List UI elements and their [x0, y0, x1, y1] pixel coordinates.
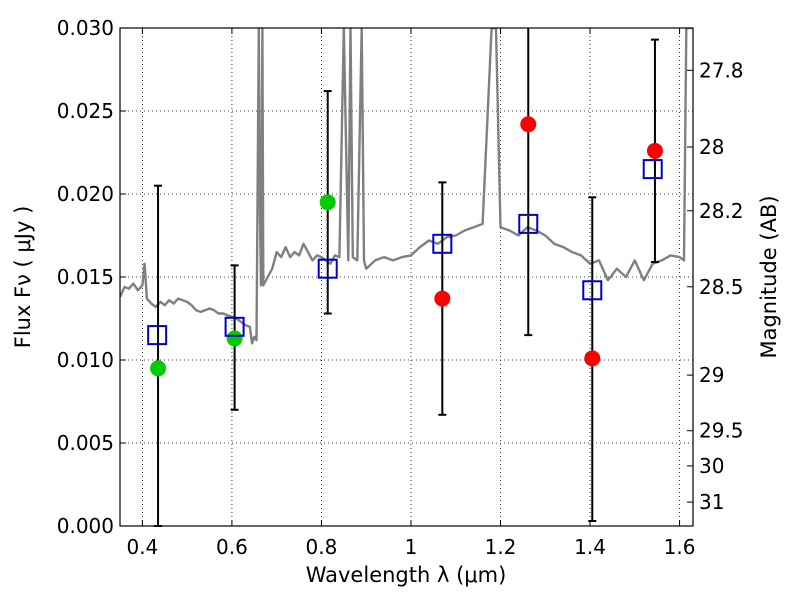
- ticks: [120, 27, 693, 527]
- y-axis-label: Flux Fν ( μJy ): [11, 206, 35, 349]
- y-tick-label: 0.005: [57, 431, 114, 455]
- tick-labels: 0.4 0.6 0.8 1 1.2 1.4 1.6 0.000 0.005 0.010 0.015 0…: [57, 16, 744, 559]
- observed-point-green: [226, 330, 243, 347]
- y-tick-label: 0.030: [57, 16, 114, 40]
- right-axis-tick-label: 29: [699, 363, 724, 387]
- x-tick-label: 1: [405, 535, 418, 559]
- observed-point-green: [319, 194, 336, 211]
- observed-point-red: [434, 290, 451, 307]
- x-axis-label: Wavelength λ (μm): [306, 563, 507, 587]
- model-band-square: [317, 258, 338, 279]
- model-band-square: [582, 280, 603, 301]
- y-tick-label: 0.010: [57, 348, 114, 372]
- model-band-square: [147, 325, 168, 346]
- right-axis-tick-label: 28.5: [699, 275, 744, 299]
- right-axis-tick-label: 27.8: [699, 58, 744, 82]
- x-tick-label: 1.2: [485, 535, 517, 559]
- model-band-square: [224, 316, 245, 337]
- right-axis-tick-label: 30: [699, 454, 724, 478]
- x-tick-label: 0.8: [306, 535, 338, 559]
- x-tick-label: 0.6: [216, 535, 248, 559]
- right-axis-tick-label: 31: [699, 490, 724, 514]
- y-tick-label: 0.020: [57, 182, 114, 206]
- model-band-square: [432, 233, 453, 254]
- right-axis-tick-label: 28: [699, 135, 724, 159]
- right-axis-tick-label: 28.2: [699, 199, 744, 223]
- model-band-square: [518, 213, 539, 234]
- observed-point-green: [150, 360, 167, 377]
- right-axis-tick-label: 29.5: [699, 419, 744, 443]
- x-tick-label: 0.4: [126, 535, 158, 559]
- observed-point-red: [584, 350, 601, 367]
- y-tick-label: 0.025: [57, 99, 114, 123]
- x-tick-label: 1.6: [664, 535, 696, 559]
- observed-point-red: [520, 116, 537, 133]
- data-markers: [147, 116, 663, 377]
- observed-point-red: [646, 142, 663, 159]
- plot-background: [120, 28, 693, 526]
- right-axis-label: Magnitude (AB): [757, 195, 781, 358]
- model-band-square: [642, 159, 663, 180]
- y-tick-label: 0.015: [57, 265, 114, 289]
- y-tick-label: 0.000: [57, 514, 114, 538]
- x-tick-label: 1.4: [574, 535, 606, 559]
